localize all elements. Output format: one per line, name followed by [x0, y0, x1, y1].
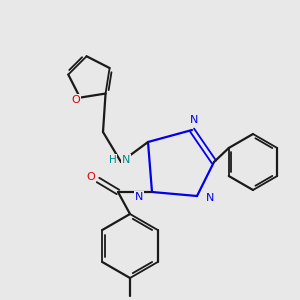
Text: N: N — [190, 115, 198, 125]
Text: N: N — [135, 192, 143, 202]
Text: H: H — [109, 155, 117, 165]
Text: O: O — [87, 172, 95, 182]
Text: N: N — [206, 193, 214, 203]
Text: N: N — [122, 155, 130, 165]
Text: O: O — [72, 94, 80, 105]
